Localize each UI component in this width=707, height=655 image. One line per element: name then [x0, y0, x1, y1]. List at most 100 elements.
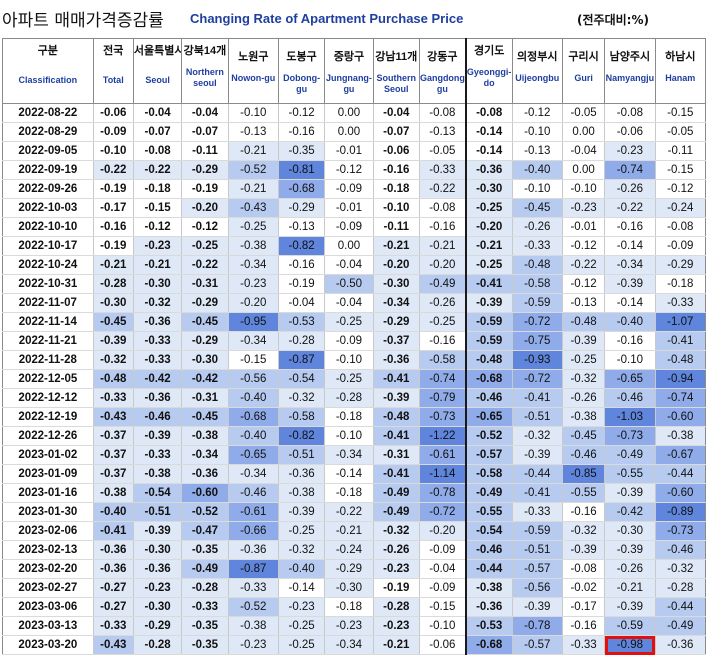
table-cell: -0.56 [227, 369, 279, 389]
table-cell: -0.36 [654, 635, 707, 655]
table-cell: -0.07 [372, 122, 420, 142]
table-cell: -0.28 [132, 635, 182, 655]
column-header-english: Northern seoul [185, 67, 224, 88]
table-cell: -0.16 [604, 331, 656, 351]
table-cell: -0.26 [604, 559, 656, 579]
table-cell: -0.30 [132, 540, 182, 560]
table-cell: -0.33 [132, 331, 182, 351]
row-date: 2022-10-31 [2, 274, 94, 294]
table-cell: -0.43 [92, 635, 134, 655]
table-cell: -0.38 [654, 426, 707, 446]
table-row: 2022-09-26 -0.19 -0.18 -0.19 -0.21 -0.68 -0.09… [2, 179, 707, 199]
table-cell: -0.32 [372, 521, 420, 541]
table-cell: -0.38 [181, 426, 229, 446]
table-cell: -0.12 [561, 274, 605, 294]
table-cell: -0.59 [464, 312, 513, 332]
table-cell: -0.16 [604, 217, 656, 237]
table-cell: -0.41 [92, 521, 134, 541]
table-cell: -0.29 [181, 293, 229, 313]
table-cell: -0.14 [464, 122, 513, 142]
table-cell: -0.44 [464, 559, 513, 579]
table-cell: -0.38 [464, 578, 513, 598]
table-cell: -0.48 [561, 312, 605, 332]
table-cell: -0.55 [561, 483, 605, 503]
table-cell: -0.42 [604, 502, 656, 522]
table-cell: -0.39 [132, 521, 182, 541]
column-header-korean: 전국 [103, 45, 124, 57]
table-cell: -0.52 [181, 502, 229, 522]
table-cell: -0.14 [604, 293, 656, 313]
table-cell: -0.30 [181, 350, 229, 370]
table-cell: -0.25 [181, 236, 229, 256]
table-row: 2022-11-07 -0.30 -0.32 -0.29 -0.20 -0.04 -0.04… [2, 293, 707, 313]
column-header-korean: 남양주시 [609, 51, 651, 63]
table-row: 2022-10-31 -0.28 -0.30 -0.31 -0.23 -0.19 -0.50… [2, 274, 707, 294]
table-cell: -0.25 [418, 312, 466, 332]
column-header-english: Gangdong-gu [419, 73, 466, 94]
table-cell: -0.18 [324, 407, 374, 427]
table-cell: -0.12 [277, 103, 325, 123]
table-cell: -0.87 [227, 559, 279, 579]
table-cell: -0.68 [464, 369, 513, 389]
table-row: 2022-08-22 -0.06 -0.04 -0.04 -0.10 -0.12 0.00-… [2, 103, 707, 123]
table-cell: -0.33 [92, 616, 134, 636]
table-cell: -0.07 [181, 122, 229, 142]
table-cell: -0.08 [464, 103, 513, 123]
table-cell: -0.22 [561, 255, 605, 275]
row-date: 2022-11-21 [2, 331, 94, 351]
table-cell: -0.72 [511, 369, 563, 389]
table-cell: -0.15 [654, 103, 707, 123]
table-cell: -0.60 [654, 483, 707, 503]
table-cell: -0.21 [227, 179, 279, 199]
table-row: 2022-08-29 -0.09 -0.07 -0.07 -0.13 -0.16 0.00-… [2, 122, 707, 142]
table-cell: -0.15 [132, 198, 182, 218]
table-cell: -0.34 [227, 331, 279, 351]
table-cell: -0.34 [372, 293, 420, 313]
table-cell: -0.04 [181, 103, 229, 123]
table-cell: -0.39 [561, 540, 605, 560]
table-cell: -0.36 [277, 464, 325, 484]
table-cell: -0.24 [654, 198, 707, 218]
table-cell: -0.23 [227, 635, 279, 655]
table-cell: -0.59 [464, 331, 513, 351]
table-cell: -0.16 [561, 616, 605, 636]
row-date: 2023-01-16 [2, 483, 94, 503]
table-cell: -0.18 [324, 483, 374, 503]
table-cell: -0.37 [92, 445, 134, 465]
table-cell: -0.01 [561, 217, 605, 237]
row-date: 2022-10-10 [2, 217, 94, 237]
table-cell: -0.72 [511, 312, 563, 332]
table-cell: -0.16 [372, 160, 420, 180]
unit-label: (전주대비:%) [577, 13, 649, 27]
table-cell: -0.34 [324, 635, 374, 655]
table-cell: -0.20 [418, 521, 466, 541]
column-header-english: Namyangju [605, 73, 655, 83]
table-row: 2022-09-05 -0.10 -0.08 -0.11 -0.21 -0.35 -0.01… [2, 141, 707, 161]
table-cell: -0.60 [181, 483, 229, 503]
table-cell: -0.04 [372, 103, 420, 123]
table-cell: -0.46 [227, 483, 279, 503]
table-cell: -0.32 [132, 293, 182, 313]
row-date: 2022-09-19 [2, 160, 94, 180]
table-cell: -0.10 [511, 179, 563, 199]
table-cell: -0.04 [324, 293, 374, 313]
table-cell: -0.38 [561, 407, 605, 427]
table-cell: -0.55 [464, 502, 513, 522]
table-cell: -0.24 [324, 540, 374, 560]
column-header: 노원구 Nowon-gu [227, 38, 279, 104]
row-date: 2023-03-20 [2, 635, 94, 655]
table-cell: -0.23 [561, 198, 605, 218]
table-cell: -0.41 [511, 388, 563, 408]
table-cell: -0.11 [372, 217, 420, 237]
table-row: 2022-12-26 -0.37 -0.39 -0.38 -0.40 -0.82 -0.10… [2, 426, 707, 446]
table-cell: -0.66 [227, 521, 279, 541]
table-cell: -0.10 [324, 350, 374, 370]
table-cell: -0.28 [92, 274, 134, 294]
table-cell: -0.51 [511, 407, 563, 427]
table-cell: 0.00 [561, 160, 605, 180]
table-cell: -0.04 [418, 559, 466, 579]
table-cell: -0.23 [227, 274, 279, 294]
table-cell: -0.20 [372, 255, 420, 275]
table-cell: -0.65 [227, 445, 279, 465]
table-cell: -0.36 [372, 350, 420, 370]
